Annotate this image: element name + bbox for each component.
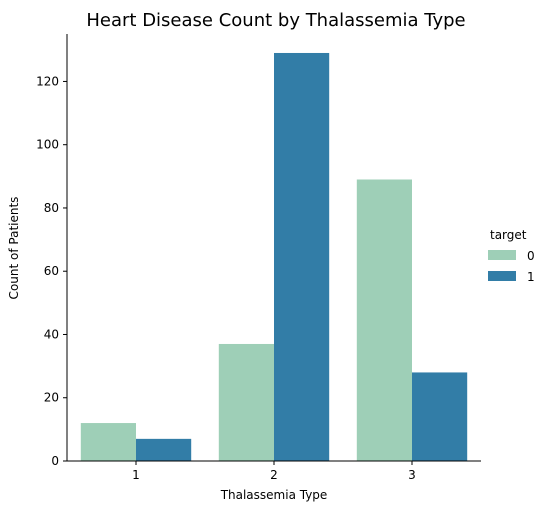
legend-label-1: 1 — [527, 270, 535, 284]
legend-swatch-1 — [488, 271, 516, 281]
x-ticks: 1 2 3 — [132, 461, 416, 482]
y-tick-label: 0 — [51, 454, 59, 468]
bar-2-target-0 — [218, 343, 274, 461]
chart-title: Heart Disease Count by Thalassemia Type — [86, 10, 465, 31]
x-axis-label: Thalassemia Type — [220, 488, 328, 502]
bar-1-target-0 — [80, 423, 136, 461]
y-tick-label: 120 — [36, 74, 59, 88]
legend: target 0 1 — [488, 228, 535, 284]
y-axis-label: Count of Patients — [7, 197, 21, 300]
y-tick-label: 100 — [36, 138, 59, 152]
y-tick-label: 20 — [44, 391, 59, 405]
y-tick-label: 40 — [44, 327, 59, 341]
bar-2-target-1 — [274, 52, 330, 461]
legend-title: target — [490, 228, 527, 242]
y-tick-label: 80 — [44, 201, 59, 215]
x-tick-label: 3 — [408, 468, 416, 482]
x-tick-label: 2 — [270, 468, 278, 482]
y-ticks: 0 20 40 60 80 100 120 — [36, 74, 67, 468]
bars — [80, 52, 468, 462]
legend-label-0: 0 — [527, 249, 535, 263]
x-tick-label: 1 — [132, 468, 140, 482]
bar-3-target-0 — [356, 179, 412, 462]
bar-3-target-1 — [412, 372, 468, 461]
y-tick-label: 60 — [44, 264, 59, 278]
legend-swatch-0 — [488, 250, 516, 260]
bar-1-target-1 — [136, 438, 192, 461]
